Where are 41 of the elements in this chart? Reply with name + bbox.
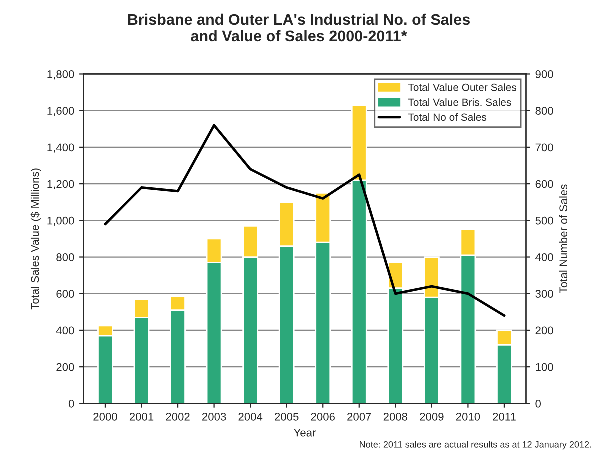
y-tick-label: 600 xyxy=(56,290,74,298)
x-tick-label: 2009 xyxy=(420,413,444,421)
x-tick-label: 2010 xyxy=(456,413,480,421)
legend-label: Total No of Sales xyxy=(408,113,487,122)
x-tick-label: 2004 xyxy=(238,413,263,421)
legend-label: Total Value Outer Sales xyxy=(408,84,516,92)
y-tick-label: 800 xyxy=(56,254,74,262)
y2-tick-label: 100 xyxy=(536,363,554,372)
x-tick-label: 2005 xyxy=(275,413,299,421)
y-tick-label: 1,600 xyxy=(48,107,74,116)
x-tick-label: 2000 xyxy=(94,413,118,421)
y-tick-label: 1,000 xyxy=(48,216,74,226)
y2-tick-label: 600 xyxy=(536,180,554,188)
y2-tick-label: 400 xyxy=(536,254,554,262)
x-tick-label: 2007 xyxy=(348,413,372,421)
y2-tick-label: 500 xyxy=(536,216,554,225)
x-tick-label: 2001 xyxy=(130,413,154,421)
y-tick-label: 1,800 xyxy=(48,70,74,80)
y2-tick-label: 200 xyxy=(536,326,554,335)
y2-tick-label: 300 xyxy=(536,290,554,298)
y-tick-label: 0 xyxy=(68,400,74,408)
line-series xyxy=(104,124,506,318)
y2-tick-label: 800 xyxy=(536,107,554,115)
y-tick-label: 1,200 xyxy=(48,180,74,190)
y-axis-title: Total Sales Value ($ Millions) xyxy=(30,168,42,310)
y2-axis-title: Total Number of Sales xyxy=(559,184,568,294)
y-tick-label: 400 xyxy=(56,326,74,335)
y-tick-label: 200 xyxy=(56,363,74,372)
x-tick-label: 2002 xyxy=(166,413,190,421)
x-axis-title: Year xyxy=(294,429,316,437)
y2-tick-label: 700 xyxy=(536,144,554,152)
x-tick-label: 2011 xyxy=(493,413,516,421)
x-tick-label: 2008 xyxy=(384,413,408,421)
y2-tick-label: 900 xyxy=(536,70,554,78)
legend-label: Total Value Bris. Sales xyxy=(408,98,512,106)
chart-title: Brisbane and Outer LA's Industrial No. of Sales and Value of Sales 2000-2011* xyxy=(128,14,470,42)
text: Note: 2011 sales are actual results as at 12 January 2012. xyxy=(360,441,592,450)
x-tick-label: 2003 xyxy=(202,413,226,421)
y-tick-label: 1,400 xyxy=(48,144,74,153)
y2-tick-label: 0 xyxy=(536,400,542,408)
x-tick-label: 2006 xyxy=(311,413,335,421)
